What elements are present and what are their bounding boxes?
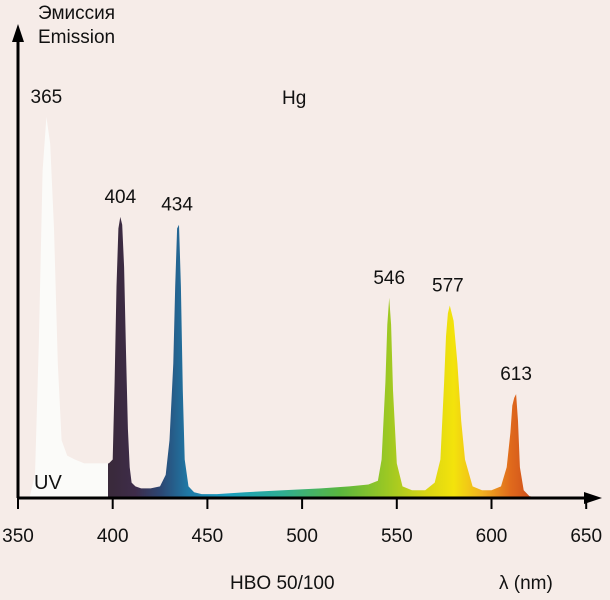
uv-emission-area <box>21 116 108 498</box>
x-axis-arrowhead <box>584 492 602 504</box>
x-tick-label: 550 <box>381 526 413 547</box>
y-axis-label-ru: Эмиссия <box>38 3 115 24</box>
element-label: Hg <box>282 88 306 109</box>
y-axis-label-en: Emission <box>38 27 115 48</box>
y-axis-arrowhead <box>12 24 24 42</box>
x-ticks: 350 400 450 500 550 600 650 <box>2 498 602 547</box>
x-tick-label: 500 <box>286 526 318 547</box>
visible-emission-area <box>108 216 539 498</box>
peak-label-365: 365 <box>31 87 63 108</box>
x-tick-label: 600 <box>476 526 508 547</box>
x-axis-label: λ (nm) <box>499 573 553 594</box>
x-tick-label: 450 <box>192 526 224 547</box>
peak-label-613: 613 <box>500 364 532 385</box>
peak-label-434: 434 <box>161 195 193 216</box>
spectrum-areas <box>21 116 539 498</box>
lamp-model-label: HBO 50/100 <box>230 573 335 594</box>
peak-label-404: 404 <box>104 187 136 208</box>
peak-label-546: 546 <box>373 268 405 289</box>
uv-region-label: UV <box>34 472 62 494</box>
peak-labels: 365 404 434 546 577 613 <box>31 87 532 385</box>
x-tick-label: 650 <box>570 526 602 547</box>
x-tick-label: 400 <box>97 526 129 547</box>
peak-label-577: 577 <box>432 276 464 297</box>
x-tick-label: 350 <box>2 526 34 547</box>
